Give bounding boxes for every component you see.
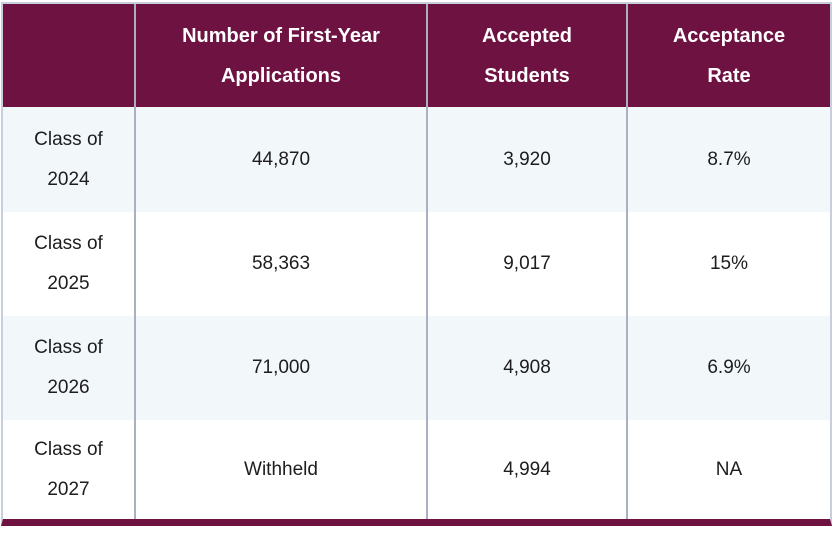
table-row-class-of-2026: Class of 2026 71,000 4,908 6.9% [3, 316, 830, 420]
header-row: Number of First-Year Applications Accept… [3, 4, 830, 107]
header-cell-accepted: Accepted Students [428, 4, 628, 107]
accepted-value: 4,908 [428, 316, 628, 420]
table-row-class-of-2024: Class of 2024 44,870 3,920 8.7% [3, 107, 830, 212]
admissions-table: Number of First-Year Applications Accept… [1, 2, 832, 526]
acceptance-rate-value: NA [628, 420, 830, 519]
header-cell-acceptance-rate: Acceptance Rate [628, 4, 830, 107]
applications-value: Withheld [136, 420, 428, 519]
header-cell-empty [3, 4, 136, 107]
row-label: Class of 2026 [3, 316, 136, 420]
applications-value: 44,870 [136, 107, 428, 212]
table-header: Number of First-Year Applications Accept… [3, 4, 830, 107]
applications-value: 71,000 [136, 316, 428, 420]
header-cell-applications: Number of First-Year Applications [136, 4, 428, 107]
table-body: Class of 2024 44,870 3,920 8.7% Class of… [3, 107, 830, 519]
acceptance-rate-value: 6.9% [628, 316, 830, 420]
acceptance-rate-value: 15% [628, 212, 830, 316]
table-row-class-of-2025: Class of 2025 58,363 9,017 15% [3, 212, 830, 316]
applications-value: 58,363 [136, 212, 428, 316]
accepted-value: 9,017 [428, 212, 628, 316]
table-row-class-of-2027: Class of 2027 Withheld 4,994 NA [3, 420, 830, 519]
row-label: Class of 2024 [3, 107, 136, 212]
accepted-value: 4,994 [428, 420, 628, 519]
row-label: Class of 2025 [3, 212, 136, 316]
accepted-value: 3,920 [428, 107, 628, 212]
row-label: Class of 2027 [3, 420, 136, 519]
acceptance-rate-value: 8.7% [628, 107, 830, 212]
